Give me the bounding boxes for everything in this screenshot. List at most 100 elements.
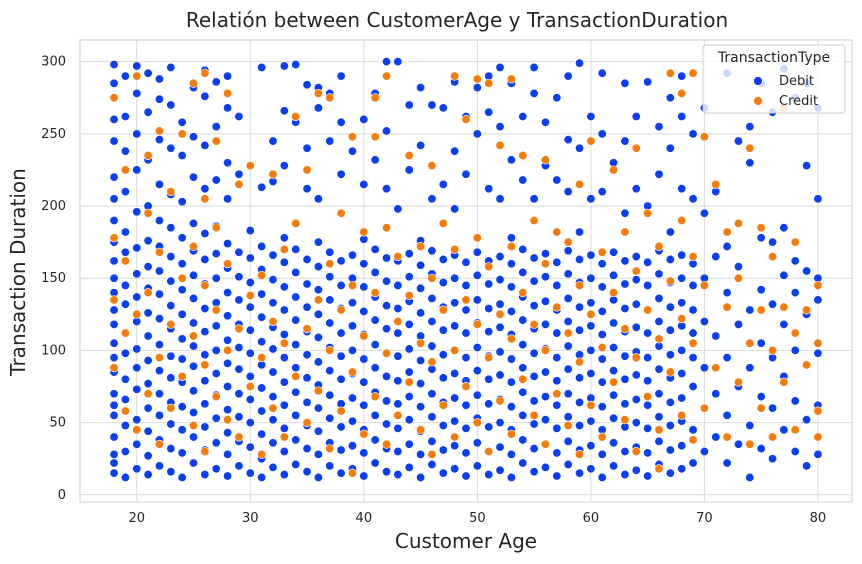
point-debit	[189, 432, 199, 442]
point-debit	[245, 278, 255, 288]
point-debit	[325, 390, 335, 400]
point-debit	[416, 402, 426, 412]
point-debit	[223, 381, 233, 391]
point-debit	[643, 77, 653, 87]
point-debit	[154, 94, 164, 104]
point-debit	[132, 243, 142, 253]
point-debit	[143, 356, 153, 366]
point-debit	[416, 283, 426, 293]
point-debit	[756, 392, 766, 402]
point-credit	[132, 71, 142, 81]
point-debit	[120, 420, 130, 430]
point-debit	[575, 143, 585, 153]
point-credit	[472, 74, 482, 84]
point-debit	[143, 403, 153, 413]
point-debit	[620, 136, 630, 146]
point-debit	[609, 366, 619, 376]
point-credit	[427, 357, 437, 367]
point-credit	[575, 280, 585, 290]
point-credit	[416, 241, 426, 251]
point-credit	[495, 396, 505, 406]
point-debit	[813, 295, 823, 305]
point-credit	[699, 280, 709, 290]
point-debit	[109, 256, 119, 266]
point-debit	[643, 400, 653, 410]
point-debit	[245, 253, 255, 263]
point-debit	[802, 415, 812, 425]
point-debit	[586, 250, 596, 260]
point-debit	[189, 293, 199, 303]
point-debit	[688, 353, 698, 363]
legend-marker-debit	[753, 76, 763, 86]
series-credit	[109, 68, 823, 478]
point-credit	[200, 446, 210, 456]
point-credit	[245, 161, 255, 171]
point-debit	[472, 247, 482, 257]
point-debit	[302, 254, 312, 264]
point-credit	[313, 88, 323, 98]
point-debit	[154, 74, 164, 84]
point-credit	[223, 88, 233, 98]
point-debit	[779, 425, 789, 435]
point-debit	[597, 187, 607, 197]
point-credit	[620, 415, 630, 425]
point-debit	[154, 340, 164, 350]
point-debit	[382, 253, 392, 263]
point-credit	[768, 252, 778, 262]
point-debit	[461, 169, 471, 179]
point-debit	[393, 470, 403, 480]
point-debit	[665, 325, 675, 335]
point-debit	[540, 249, 550, 259]
point-debit	[200, 327, 210, 337]
point-debit	[484, 374, 494, 384]
point-credit	[347, 280, 357, 290]
point-debit	[506, 377, 516, 387]
point-debit	[722, 458, 732, 468]
point-debit	[518, 410, 528, 420]
point-debit	[189, 386, 199, 396]
point-credit	[540, 259, 550, 269]
point-debit	[132, 269, 142, 279]
point-debit	[597, 282, 607, 292]
point-debit	[438, 445, 448, 455]
point-debit	[200, 376, 210, 386]
point-debit	[166, 351, 176, 361]
point-credit	[643, 208, 653, 218]
point-credit	[733, 218, 743, 228]
point-credit	[790, 328, 800, 338]
point-debit	[189, 458, 199, 468]
point-credit	[177, 273, 187, 283]
point-debit	[620, 208, 630, 218]
point-debit	[506, 402, 516, 412]
point-debit	[211, 369, 221, 379]
point-debit	[404, 100, 414, 110]
point-debit	[109, 273, 119, 283]
point-credit	[631, 143, 641, 153]
point-debit	[177, 425, 187, 435]
point-credit	[404, 377, 414, 387]
point-debit	[495, 347, 505, 357]
point-debit	[132, 415, 142, 425]
point-debit	[438, 278, 448, 288]
point-credit	[699, 403, 709, 413]
point-debit	[404, 439, 414, 449]
point-credit	[450, 432, 460, 442]
point-debit	[552, 280, 562, 290]
x-tick-labels: 20 30 40 50 60 70 80	[128, 511, 826, 526]
point-debit	[688, 381, 698, 391]
point-debit	[325, 272, 335, 282]
point-debit	[109, 400, 119, 410]
point-debit	[472, 366, 482, 376]
point-credit	[313, 386, 323, 396]
point-debit	[529, 194, 539, 204]
point-credit	[325, 259, 335, 269]
point-debit	[279, 61, 289, 71]
point-credit	[211, 392, 221, 402]
point-debit	[586, 321, 596, 331]
point-debit	[211, 249, 221, 259]
point-debit	[325, 366, 335, 376]
point-debit	[336, 71, 346, 81]
point-credit	[813, 432, 823, 442]
point-credit	[154, 126, 164, 136]
point-credit	[506, 334, 516, 344]
